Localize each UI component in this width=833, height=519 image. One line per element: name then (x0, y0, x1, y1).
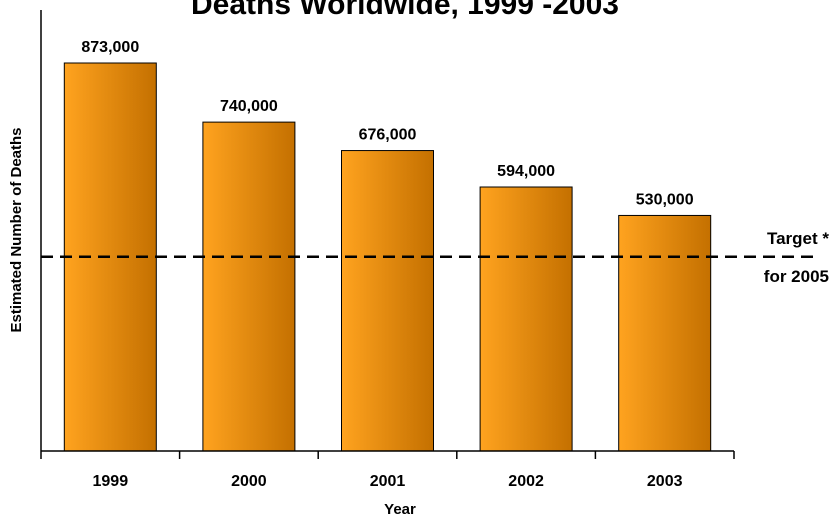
x-tick-labels-group: 1999 2000 2001 2002 2003 (93, 473, 683, 490)
value-label-2001: 676,000 (359, 127, 417, 144)
target-label-line1: Target * (767, 229, 829, 248)
value-label-1999: 873,000 (81, 39, 139, 56)
x-ticks-group (40, 451, 735, 459)
y-axis-label: Estimated Number of Deaths (8, 127, 25, 332)
x-tick-label-2002: 2002 (508, 473, 544, 490)
bar-2002 (479, 186, 573, 452)
value-labels-group: 873,000 740,000 676,000 594,000 530,000 (81, 39, 693, 208)
value-label-2003: 530,000 (636, 191, 694, 208)
x-axis-label: Year (384, 501, 416, 518)
chart-title: Deaths Worldwide, 1999 -2003 (191, 0, 619, 21)
bar-2000 (202, 121, 296, 452)
bars-group (63, 62, 712, 452)
bar-2001 (341, 150, 434, 452)
value-label-2000: 740,000 (220, 98, 278, 115)
x-tick-label-2001: 2001 (370, 473, 406, 490)
x-tick-label-2000: 2000 (231, 473, 267, 490)
value-label-2002: 594,000 (497, 163, 555, 180)
x-tick-label-2003: 2003 (647, 473, 683, 490)
x-tick-label-1999: 1999 (93, 473, 129, 490)
bar-2003 (618, 214, 712, 452)
target-label-line2: for 2005 (764, 267, 829, 286)
